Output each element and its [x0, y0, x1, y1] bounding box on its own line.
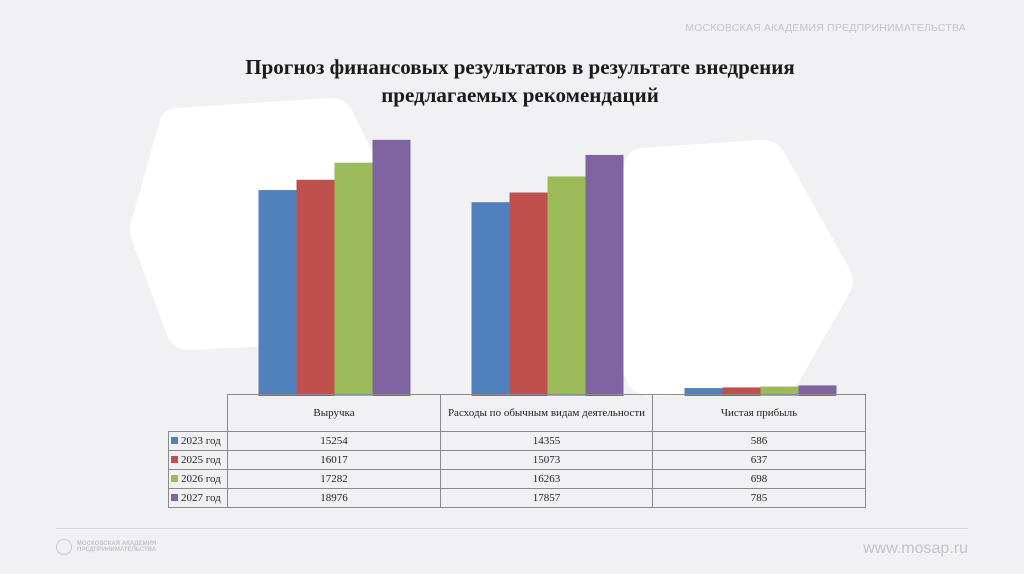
bar: [296, 179, 335, 396]
logo-text-line-1: МОСКОВСКАЯ АКАДЕМИЯ: [77, 540, 157, 547]
footer-divider: [56, 528, 968, 529]
value-cell: 16017: [227, 450, 441, 470]
table-row: 2025 год 16017 15073 637: [168, 450, 866, 470]
category-header: Чистая прибыль: [652, 394, 866, 432]
bar: [722, 387, 761, 396]
bar: [798, 385, 837, 396]
website-link[interactable]: www.mosap.ru: [863, 540, 968, 557]
table-corner-cell: [168, 394, 228, 432]
legend-swatch-icon: [171, 475, 178, 482]
legend-swatch-icon: [171, 494, 178, 501]
bar: [372, 139, 411, 396]
value-cell: 637: [652, 450, 866, 470]
bar: [585, 154, 624, 396]
bar: [334, 162, 373, 396]
bar: [258, 190, 297, 396]
value-cell: 18976: [227, 488, 441, 508]
series-name: 2026 год: [181, 473, 221, 485]
title-line-1: Прогноз финансовых результатов в результ…: [245, 55, 795, 79]
value-cell: 586: [652, 431, 866, 451]
footer-logo[interactable]: МОСКОВСКАЯ АКАДЕМИЯ ПРЕДПРИНИМАТЕЛЬСТВА: [56, 539, 156, 555]
slide-title: Прогноз финансовых результатов в результ…: [150, 53, 890, 109]
title-line-2: предлагаемых рекомендаций: [381, 83, 659, 107]
table-header-row: Выручка Расходы по обычным видам деятель…: [168, 394, 866, 432]
bar: [684, 388, 723, 396]
value-cell: 16263: [440, 469, 653, 489]
bar: [471, 202, 510, 396]
academy-logo-icon: [56, 539, 72, 555]
value-cell: 15254: [227, 431, 441, 451]
value-cell: 14355: [440, 431, 653, 451]
category-header: Расходы по обычным видам деятельности: [440, 394, 653, 432]
bar: [547, 176, 586, 396]
bar: [760, 386, 799, 396]
series-name: 2027 год: [181, 492, 221, 504]
logo-text-line-2: ПРЕДПРИНИМАТЕЛЬСТВА: [77, 547, 157, 553]
series-label-cell: 2027 год: [168, 488, 228, 508]
legend-swatch-icon: [171, 456, 178, 463]
series-name: 2023 год: [181, 435, 221, 447]
table-row: 2023 год 15254 14355 586: [168, 431, 866, 451]
bars-group: [258, 139, 837, 396]
value-cell: 785: [652, 488, 866, 508]
chart-data-table: Выручка Расходы по обычным видам деятель…: [168, 394, 866, 508]
legend-swatch-icon: [171, 437, 178, 444]
table-row: 2027 год 18976 17857 785: [168, 488, 866, 508]
value-cell: 17282: [227, 469, 441, 489]
table-row: 2026 год 17282 16263 698: [168, 469, 866, 489]
series-name: 2025 год: [181, 454, 221, 466]
series-label-cell: 2026 год: [168, 469, 228, 489]
category-header: Выручка: [227, 394, 441, 432]
series-label-cell: 2023 год: [168, 431, 228, 451]
organization-header: МОСКОВСКАЯ АКАДЕМИЯ ПРЕДПРИНИМАТЕЛЬСТВА: [685, 22, 966, 34]
value-cell: 698: [652, 469, 866, 489]
bar: [509, 192, 548, 396]
series-label-cell: 2025 год: [168, 450, 228, 470]
value-cell: 15073: [440, 450, 653, 470]
value-cell: 17857: [440, 488, 653, 508]
